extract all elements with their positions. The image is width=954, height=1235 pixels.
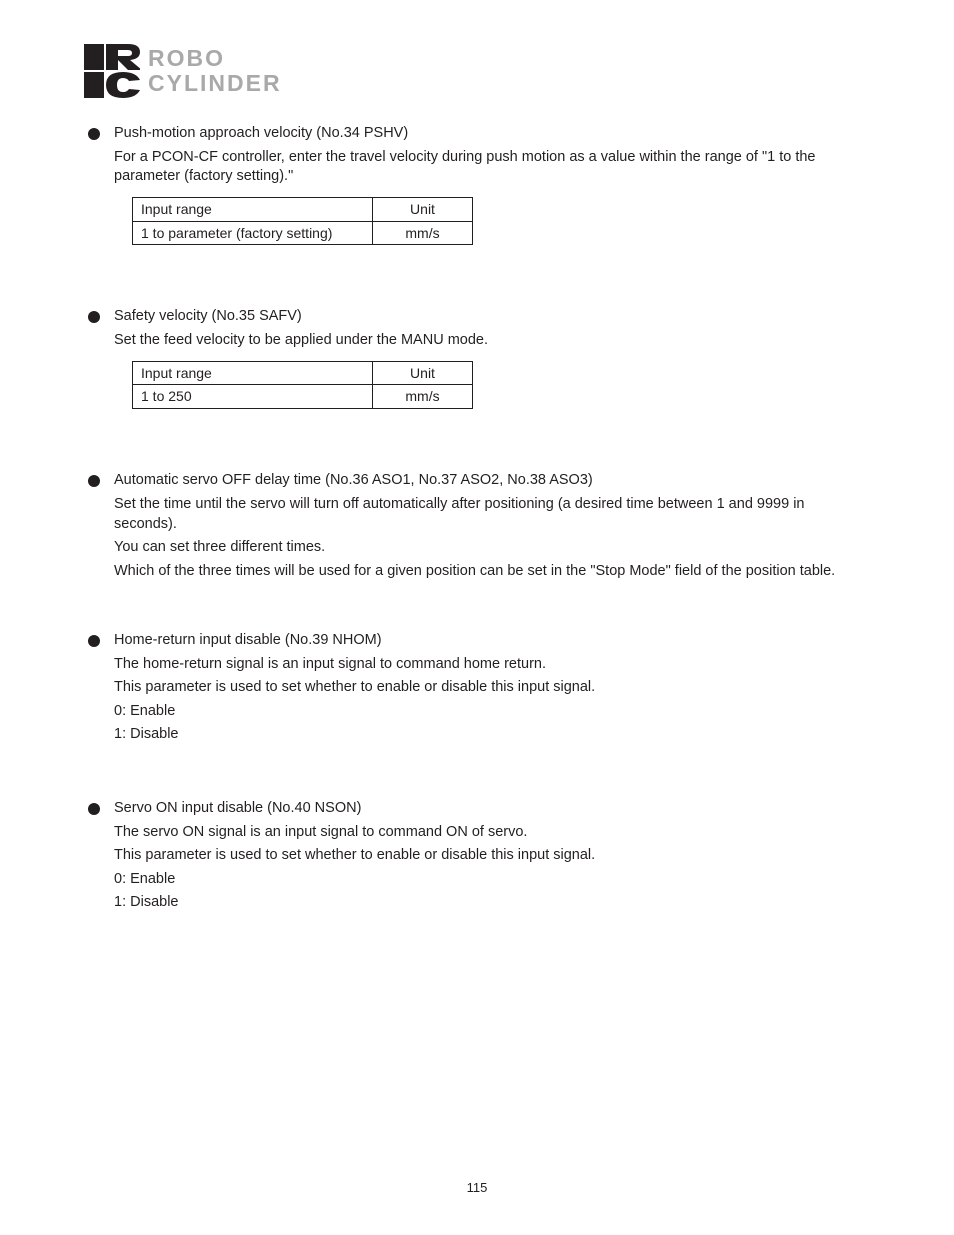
section-auto-servo-off-delay: Automatic servo OFF delay time (No.36 AS… bbox=[84, 471, 870, 585]
section-paragraph: This parameter is used to set whether to… bbox=[114, 846, 870, 866]
section-paragraph: 0: Enable bbox=[114, 702, 870, 722]
bullet-icon bbox=[88, 635, 100, 647]
bullet-icon bbox=[88, 128, 100, 140]
logo-letter-r-icon bbox=[84, 44, 140, 70]
table-row: 1 to parameter (factory setting) mm/s bbox=[133, 221, 473, 245]
section-servo-on-disable: Servo ON input disable (No.40 NSON) The … bbox=[84, 799, 870, 917]
section-title: Safety velocity (No.35 SAFV) bbox=[114, 307, 870, 327]
table-cell: 1 to 250 bbox=[133, 385, 373, 409]
logo-word-robo: ROBO bbox=[148, 45, 225, 72]
bullet-icon bbox=[88, 311, 100, 323]
logo-mark bbox=[84, 44, 140, 98]
document-page: ROBO CYLINDER Push-motion approach veloc… bbox=[0, 0, 954, 1235]
section-paragraph: Which of the three times will be used fo… bbox=[114, 562, 870, 582]
page-number: 115 bbox=[0, 1180, 954, 1195]
section-home-return-disable: Home-return input disable (No.39 NHOM) T… bbox=[84, 631, 870, 749]
param-table: Input range Unit 1 to 250 mm/s bbox=[132, 361, 473, 410]
section-title: Servo ON input disable (No.40 NSON) bbox=[114, 799, 870, 819]
logo-letter-c-icon bbox=[84, 72, 140, 98]
table-cell: mm/s bbox=[373, 385, 473, 409]
section-paragraph: The home-return signal is an input signa… bbox=[114, 655, 870, 675]
table-cell: Input range bbox=[133, 361, 373, 385]
section-paragraph: 0: Enable bbox=[114, 870, 870, 890]
section-push-motion-velocity: Push-motion approach velocity (No.34 PSH… bbox=[84, 124, 870, 251]
param-table: Input range Unit 1 to parameter (factory… bbox=[132, 197, 473, 246]
table-cell: Unit bbox=[373, 197, 473, 221]
section-paragraph: Set the feed velocity to be applied unde… bbox=[114, 331, 870, 351]
logo-wordmark: ROBO CYLINDER bbox=[148, 45, 870, 97]
logo-header: ROBO CYLINDER bbox=[84, 44, 870, 98]
bullet-icon bbox=[88, 803, 100, 815]
bullet-icon bbox=[88, 475, 100, 487]
section-paragraph: The servo ON signal is an input signal t… bbox=[114, 823, 870, 843]
section-title: Automatic servo OFF delay time (No.36 AS… bbox=[114, 471, 870, 491]
section-paragraph: For a PCON-CF controller, enter the trav… bbox=[114, 148, 870, 187]
section-title: Push-motion approach velocity (No.34 PSH… bbox=[114, 124, 870, 144]
table-cell: Input range bbox=[133, 197, 373, 221]
table-row: Input range Unit bbox=[133, 197, 473, 221]
table-row: 1 to 250 mm/s bbox=[133, 385, 473, 409]
table-cell: mm/s bbox=[373, 221, 473, 245]
section-title: Home-return input disable (No.39 NHOM) bbox=[114, 631, 870, 651]
section-paragraph: 1: Disable bbox=[114, 893, 870, 913]
table-cell: Unit bbox=[373, 361, 473, 385]
table-row: Input range Unit bbox=[133, 361, 473, 385]
section-paragraph: 1: Disable bbox=[114, 725, 870, 745]
section-paragraph: You can set three different times. bbox=[114, 538, 870, 558]
table-cell: 1 to parameter (factory setting) bbox=[133, 221, 373, 245]
section-paragraph: Set the time until the servo will turn o… bbox=[114, 495, 870, 534]
section-paragraph: This parameter is used to set whether to… bbox=[114, 678, 870, 698]
section-safety-velocity: Safety velocity (No.35 SAFV) Set the fee… bbox=[84, 307, 870, 415]
logo-word-cylinder: CYLINDER bbox=[148, 70, 282, 97]
